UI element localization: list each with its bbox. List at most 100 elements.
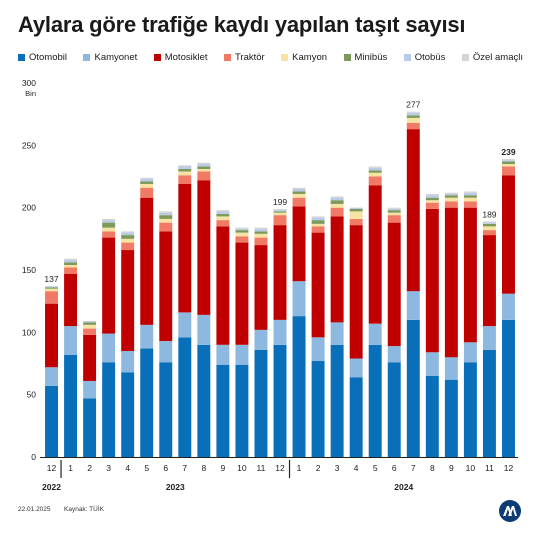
bar-segment-4: [216, 216, 230, 221]
publication-date: 22.01.2025: [18, 506, 51, 513]
bar-segment-6: [387, 208, 401, 211]
bar-segment-4: [254, 233, 268, 238]
y-tick-label: 150: [22, 265, 36, 275]
bar-segment-2: [349, 225, 363, 359]
bar-segment-5: [463, 195, 477, 198]
x-tick-label: 11: [257, 463, 266, 473]
bar-segment-1: [83, 380, 97, 399]
bar-segment-6: [463, 192, 477, 196]
bar-segment-5: [254, 231, 268, 234]
bar-segment-1: [273, 319, 287, 345]
bar-segment-5: [140, 181, 154, 184]
legend-label: Otomobil: [29, 52, 68, 63]
bar-segment-7: [406, 111, 420, 113]
bar-segment-2: [102, 237, 116, 334]
x-tick-label: 12: [275, 463, 285, 473]
bar-segment-6: [502, 160, 515, 162]
legend-swatch: [83, 54, 91, 61]
bar-segment-7: [64, 258, 78, 261]
chart-title: Aylara göre trafiğe kaydı yapılan taşıt …: [18, 12, 466, 37]
legend-swatch: [461, 54, 469, 61]
bar-segment-3: [349, 218, 363, 226]
bar-segment-7: [463, 191, 477, 193]
bar-segment-6: [45, 286, 58, 288]
bar-segment-7: [178, 165, 192, 167]
bar-segment-3: [102, 231, 116, 238]
bar-segment-5: [45, 287, 58, 289]
bar-segment-0: [159, 362, 173, 457]
bar-segment-0: [330, 344, 344, 457]
bar-segment-1: [463, 342, 477, 363]
bar-segment-0: [502, 319, 515, 457]
bar-segment-1: [159, 341, 173, 363]
bar-segment-2: [502, 175, 515, 294]
bar-segment-7: [197, 162, 211, 165]
x-tick-label: 5: [373, 463, 378, 473]
bar-segment-0: [425, 375, 439, 457]
bar-segment-7: [502, 159, 515, 161]
bar-segment-6: [444, 193, 458, 196]
bar-segment-3: [425, 202, 439, 209]
bar-segment-0: [121, 372, 135, 457]
bar-segment-5: [482, 223, 496, 227]
bar-segment-0: [83, 398, 97, 457]
bar-segment-5: [444, 195, 458, 198]
bar-segment-5: [235, 230, 249, 233]
bar-segment-0: [235, 364, 249, 457]
bar-segment-3: [330, 207, 344, 217]
bar-segment-1: [349, 358, 363, 378]
bar-segment-6: [235, 228, 249, 231]
bar-segment-1: [235, 344, 249, 365]
bar-segment-6: [273, 210, 287, 212]
bar-segment-1: [45, 367, 58, 386]
bar-segment-2: [83, 334, 97, 381]
bar-segment-3: [159, 222, 173, 232]
year-label: 2023: [166, 482, 185, 492]
bar-segment-0: [140, 348, 154, 457]
bar-segment-7: [159, 211, 173, 213]
bar-segment-0: [102, 362, 116, 457]
y-axis-label: Bin: [25, 89, 36, 98]
bar-segment-2: [387, 222, 401, 347]
chart-legend: Otomobil Kamyonet Motosiklet Traktör Kamyon M…: [18, 52, 523, 63]
bar-segment-0: [178, 337, 192, 457]
bar-segment-4: [178, 171, 192, 176]
bar-segment-2: [463, 207, 477, 343]
bar-segment-6: [311, 217, 325, 221]
bar-segment-0: [349, 377, 363, 457]
bar-segment-4: [368, 172, 382, 177]
bar-segment-3: [45, 291, 58, 304]
bar-segment-5: [197, 166, 211, 170]
bar-segment-3: [482, 230, 496, 236]
bar-segment-7: [254, 227, 268, 229]
bar-segment-6: [197, 164, 211, 167]
bar-segment-3: [216, 220, 230, 227]
bar-segment-5: [387, 210, 401, 213]
bar-segment-6: [425, 195, 439, 198]
bar-segment-0: [482, 349, 496, 457]
legend-label: Traktör: [234, 52, 265, 63]
total-label: 239: [501, 147, 515, 157]
bar-segment-6: [121, 232, 135, 236]
bar-segment-0: [273, 344, 287, 457]
bar-segment-5: [102, 222, 116, 228]
bar-segment-7: [387, 207, 401, 209]
bar-segment-1: [406, 291, 420, 320]
x-tick-label: 10: [466, 463, 476, 473]
bar-segment-6: [64, 260, 78, 263]
bar-segment-0: [368, 344, 382, 457]
x-tick-label: 11: [485, 463, 494, 473]
legend-item-0: Otomobil: [18, 52, 67, 63]
bar-segment-0: [311, 361, 325, 457]
x-tick-label: 3: [335, 463, 340, 473]
bar-segment-2: [121, 250, 135, 352]
total-label: 189: [482, 209, 496, 219]
bar-segment-1: [197, 314, 211, 345]
legend-swatch: [281, 54, 289, 61]
bar-segment-1: [292, 281, 306, 317]
bar-segment-6: [102, 220, 116, 223]
bar-segment-4: [45, 288, 58, 292]
bar-segment-6: [159, 212, 173, 216]
bar-segment-5: [159, 215, 173, 219]
